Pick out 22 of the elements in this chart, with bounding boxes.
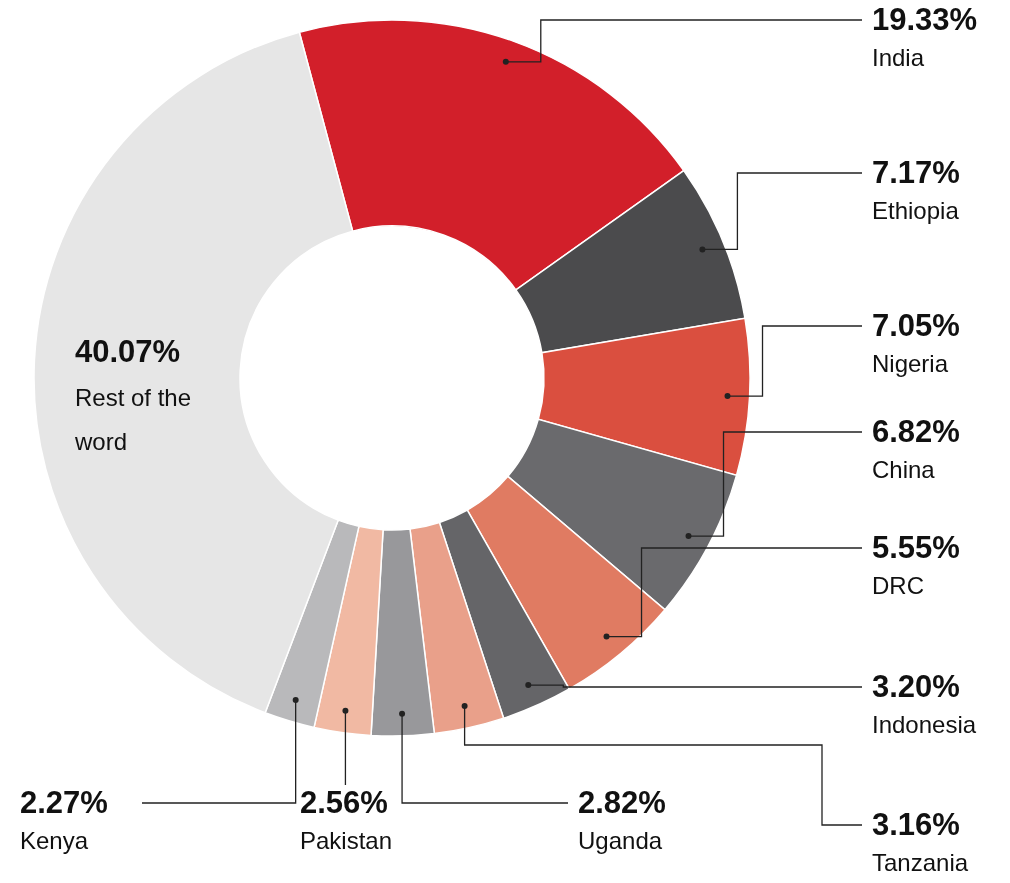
slice-label: Rest of the word xyxy=(74,384,192,455)
slice-label: Ethiopia xyxy=(872,197,960,224)
data-label: 40.07% xyxy=(75,334,181,369)
data-label: 7.05% xyxy=(872,308,960,343)
slice-label: Uganda xyxy=(578,827,663,854)
slice-label: Pakistan xyxy=(300,827,393,854)
data-label: 7.17% xyxy=(872,155,960,190)
slice-label: Kenya xyxy=(20,827,89,854)
data-label: 19.33% xyxy=(872,2,978,37)
data-label: 2.56% xyxy=(300,785,388,820)
slice-label: Nigeria xyxy=(872,350,949,377)
data-label: 3.16% xyxy=(872,807,960,842)
slice-label: Indonesia xyxy=(872,711,977,738)
slice-label: DRC xyxy=(872,572,924,599)
data-label: 2.82% xyxy=(578,785,666,820)
data-label: 5.55% xyxy=(872,530,960,565)
slice-label: Tanzania xyxy=(872,849,969,876)
data-label: 6.82% xyxy=(872,414,960,449)
slice-label: China xyxy=(872,456,936,483)
data-label: 2.27% xyxy=(20,785,108,820)
slice-label: India xyxy=(872,44,925,71)
data-label: 3.20% xyxy=(872,669,960,704)
